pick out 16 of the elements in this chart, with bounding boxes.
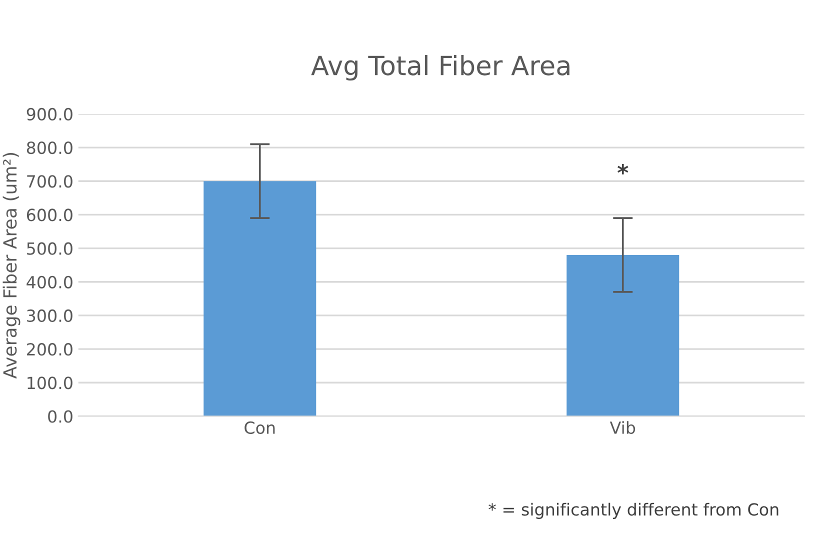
y-tick-label: 700.0	[27, 175, 72, 188]
y-tick-label: 500.0	[27, 242, 72, 255]
text: * = significantly different from Con	[488, 502, 778, 519]
y-axis-title: Average Fiber Area (um²)	[2, 152, 20, 379]
y-tick-label: 800.0	[26, 142, 72, 154]
y-tick-label: 200.0	[27, 343, 72, 356]
y-tick-label: 300.0	[27, 309, 72, 322]
y-tick-label: 0.0	[48, 410, 72, 423]
y-tick-label: 900.0	[26, 108, 72, 121]
annotation: *	[618, 164, 628, 174]
y-tick-label: 400.0	[26, 276, 72, 288]
y-tick-label: 100.0	[28, 376, 72, 390]
x-tick-label: Vib	[610, 421, 636, 434]
chart-title: Avg Total Fiber Area	[311, 55, 570, 81]
y-tick-label: 600.0	[26, 208, 72, 222]
x-tick-label: Con	[244, 421, 275, 434]
